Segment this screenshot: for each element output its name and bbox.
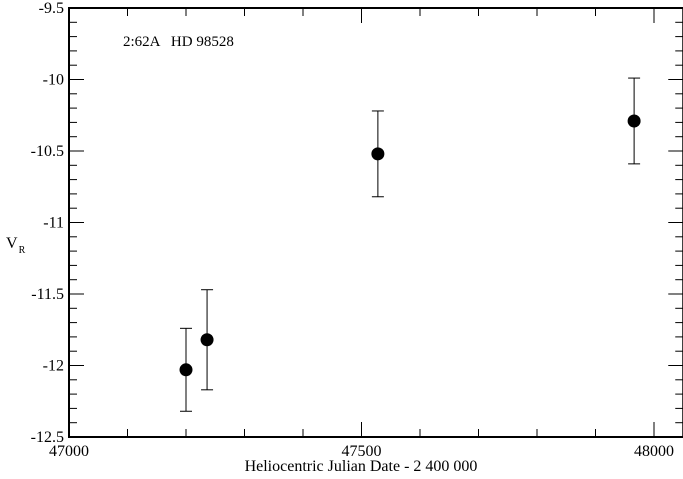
- data-point: [179, 363, 193, 377]
- data-point: [371, 147, 385, 161]
- plot-frame: [68, 7, 683, 438]
- y-axis-label: VR: [6, 235, 26, 256]
- y-tick-label: -12: [43, 358, 64, 375]
- y-tick-label: -11: [43, 215, 64, 232]
- y-tick-label: -9.5: [39, 0, 64, 17]
- data-point: [200, 333, 214, 347]
- axes: 47000 47500 48000 -9.5 -10 -10.5 -11 -11.5 -12 -1…: [31, 0, 683, 460]
- x-tick-label: 48000: [634, 443, 674, 460]
- y-tick-label: -10: [43, 72, 64, 89]
- y-axis-label-subscript: R: [19, 245, 26, 256]
- y-tick-label: -12.5: [31, 429, 64, 446]
- x-axis-label: Heliocentric Julian Date - 2 400 000: [245, 458, 478, 474]
- y-tick-label: -10.5: [31, 143, 64, 160]
- y-axis-label-main: V: [6, 235, 18, 252]
- chart-annotation: 2:62A HD 98528: [123, 34, 234, 50]
- data-point: [627, 114, 641, 128]
- y-tick-label: -11.5: [31, 286, 64, 303]
- x-tick-label: 47500: [342, 443, 382, 460]
- data-points: [179, 77, 641, 412]
- x-tick-label: 47000: [49, 443, 89, 460]
